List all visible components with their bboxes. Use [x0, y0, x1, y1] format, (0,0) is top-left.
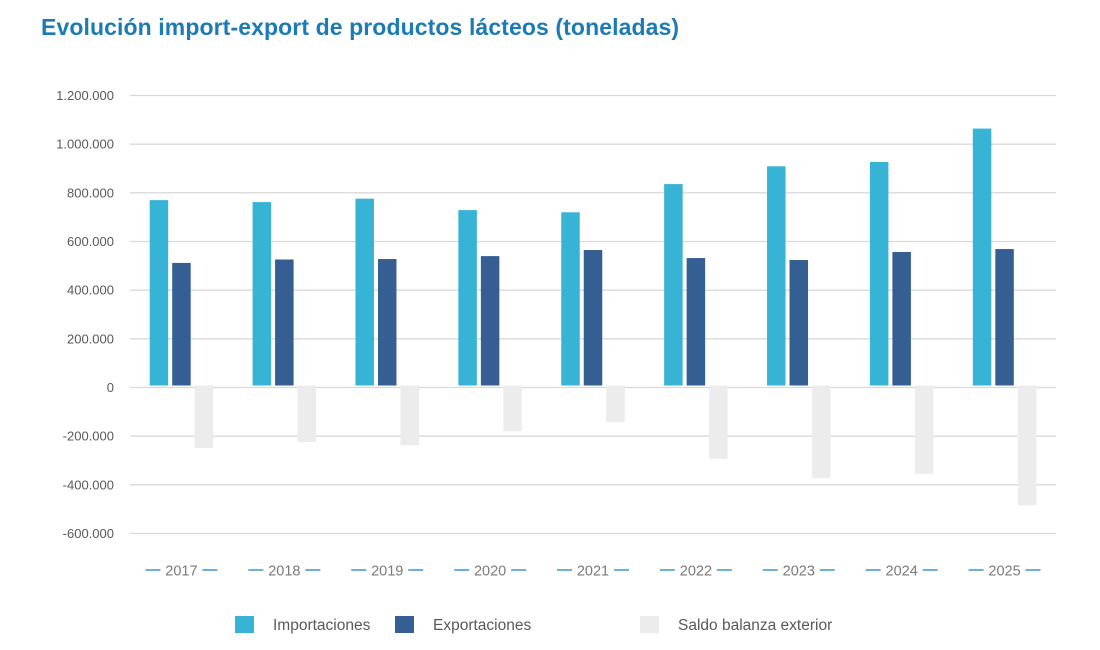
bar-saldo-balanza-exterior-2022 [709, 385, 728, 459]
x-tick-label: 2019 [371, 564, 403, 580]
bar-exportaciones-2018 [275, 259, 294, 386]
x-tick-label: 2017 [165, 564, 197, 580]
legend-item-importaciones: Importaciones [235, 616, 371, 634]
bar-importaciones-2024 [869, 161, 889, 386]
bar-saldo-balanza-exterior-2019 [400, 385, 419, 446]
bar-exportaciones-2022 [686, 258, 706, 386]
legend-swatch [395, 616, 414, 633]
legend-label: Exportaciones [433, 617, 531, 634]
y-tick-label: -400.000 [63, 477, 114, 492]
x-tick-label: 2018 [268, 564, 300, 580]
legend-item-exportaciones: Exportaciones [395, 616, 531, 634]
bar-saldo-balanza-exterior-2024 [914, 385, 934, 474]
y-tick-label: -200.000 [63, 429, 114, 444]
y-tick-label: 1.000.000 [56, 137, 114, 152]
bars [149, 128, 1037, 506]
y-tick-label: 600.000 [67, 234, 114, 249]
bar-saldo-balanza-exterior-2021 [606, 385, 625, 423]
bar-exportaciones-2019 [377, 259, 397, 386]
legend-item-saldo-balanza-exterior: Saldo balanza exterior [640, 616, 832, 634]
bar-saldo-balanza-exterior-2017 [194, 385, 214, 449]
bar-exportaciones-2017 [172, 262, 191, 386]
x-tick-label: 2020 [474, 564, 506, 580]
legend-label: Importaciones [273, 617, 371, 634]
bar-saldo-balanza-exterior-2025 [1017, 385, 1037, 506]
bar-saldo-balanza-exterior-2018 [297, 385, 317, 443]
y-tick-label: 400.000 [67, 283, 114, 298]
y-tick-label: 0 [107, 380, 114, 395]
x-tick-label: 2024 [886, 564, 918, 580]
y-tick-label: -600.000 [63, 526, 114, 541]
chart-title: Evolución import-export de productos lác… [41, 14, 680, 40]
legend-swatch [235, 616, 254, 633]
legend: Importaciones Exportaciones Saldo balanza … [235, 616, 832, 634]
y-tick-label: 800.000 [67, 185, 114, 200]
legend-label: Saldo balanza exterior [678, 617, 832, 634]
bar-exportaciones-2025 [995, 249, 1014, 386]
x-tick-label: 2025 [988, 564, 1020, 580]
x-tick-label: 2023 [783, 564, 815, 580]
bar-exportaciones-2024 [892, 251, 911, 386]
bar-importaciones-2022 [664, 184, 683, 386]
bar-importaciones-2021 [561, 212, 580, 386]
legend-swatch [640, 616, 659, 633]
bar-saldo-balanza-exterior-2023 [812, 385, 831, 479]
x-tick-label: 2021 [577, 564, 609, 580]
bar-importaciones-2018 [252, 202, 272, 386]
y-tick-label: 200.000 [67, 331, 114, 346]
bar-exportaciones-2020 [480, 256, 500, 386]
bar-importaciones-2025 [972, 128, 992, 386]
bar-importaciones-2017 [149, 200, 169, 386]
bar-importaciones-2019 [355, 198, 374, 386]
bar-exportaciones-2023 [789, 259, 809, 386]
bar-importaciones-2020 [458, 210, 477, 386]
x-tick-label: 2022 [680, 564, 712, 580]
bar-importaciones-2023 [767, 166, 786, 386]
y-tick-label: 1.200.000 [56, 88, 114, 103]
y-axis: 1.200.000 1.000.000 800.000 600.000 400.000 2… [56, 88, 114, 541]
bar-saldo-balanza-exterior-2020 [503, 385, 522, 432]
bar-exportaciones-2021 [583, 250, 603, 386]
x-axis: 2017 2018 2019 2020 2021 2022 2023 2024 2025 [145, 564, 1041, 580]
